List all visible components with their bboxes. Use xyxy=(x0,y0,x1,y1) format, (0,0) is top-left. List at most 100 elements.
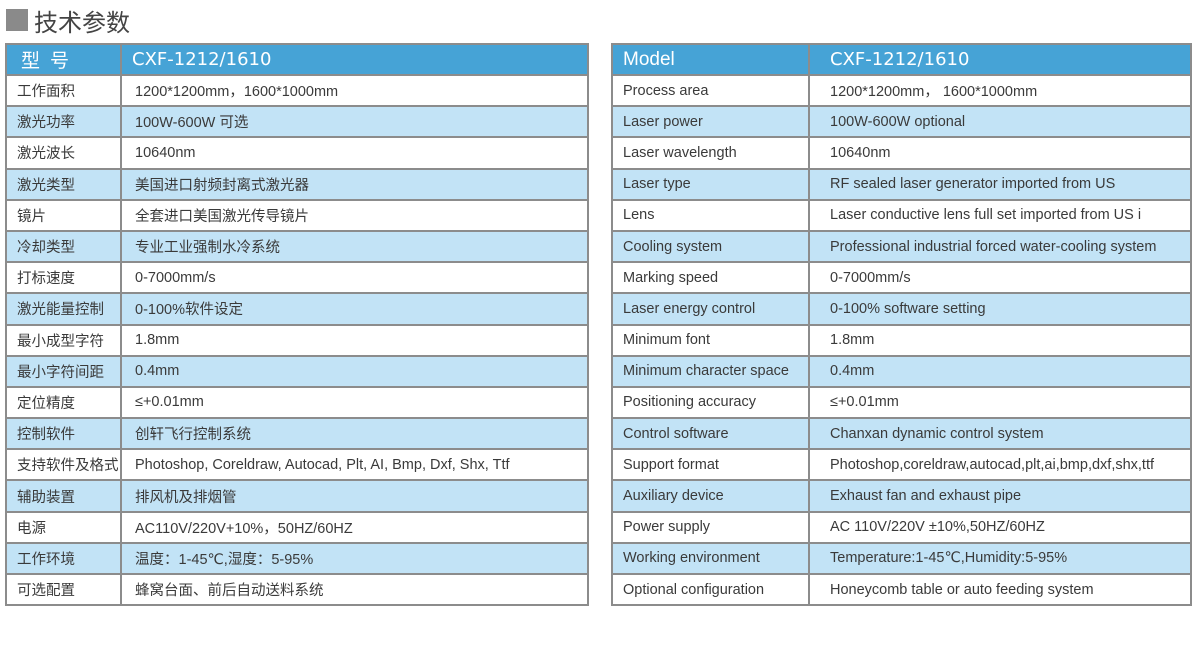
table-row: Control software Chanxan dynamic control … xyxy=(611,417,1192,451)
spec-value: Photoshop,coreldraw,autocad,plt,ai,bmp,d… xyxy=(808,448,1192,482)
table-row: 冷却类型 专业工业强制水冷系统 xyxy=(5,229,589,264)
table-row: 最小成型字符 1.8mm xyxy=(5,323,589,357)
spec-label: Optional configuration xyxy=(611,572,810,607)
spec-label: 激光类型 xyxy=(5,167,122,201)
spec-label: Control software xyxy=(611,417,810,451)
spec-value: 1200*1200mm，1600*1000mm xyxy=(120,73,589,108)
table-row: 打标速度 0-7000mm/s xyxy=(5,261,589,295)
spec-table-chinese: 型号 CXF-1212/1610 工作面积 1200*1200mm，1600*1000… xyxy=(5,43,589,607)
spec-value: 1.8mm xyxy=(120,323,589,357)
table-header-row: Model CXF-1212/1610 xyxy=(611,43,1192,76)
header-label: Model xyxy=(611,43,810,76)
spec-value: RF sealed laser generator imported from … xyxy=(808,167,1192,201)
spec-value: Temperature:1-45℃,Humidity:5-95% xyxy=(808,541,1192,576)
spec-label: 辅助装置 xyxy=(5,479,122,513)
spec-value: 10640nm xyxy=(808,136,1192,170)
spec-value: ≤+0.01mm xyxy=(808,385,1192,420)
table-row: Lens Laser conductive lens full set impor… xyxy=(611,198,1192,232)
spec-label: Laser power xyxy=(611,105,810,139)
spec-value: 100W-600W 可选 xyxy=(120,105,589,139)
spec-label: Laser type xyxy=(611,167,810,201)
spec-value: 0-7000mm/s xyxy=(808,261,1192,295)
spec-label: 激光功率 xyxy=(5,105,122,139)
spec-label: Positioning accuracy xyxy=(611,385,810,420)
spec-value: 1200*1200mm， 1600*1000mm xyxy=(808,73,1192,108)
spec-label: 最小字符间距 xyxy=(5,354,122,388)
header-label: 型号 xyxy=(5,43,122,76)
table-row: Minimum character space 0.4mm xyxy=(611,354,1192,388)
spec-value: 0.4mm xyxy=(120,354,589,388)
spec-value: 全套进口美国激光传导镜片 xyxy=(120,198,589,232)
spec-value: 美国进口射频封离式激光器 xyxy=(120,167,589,201)
table-row: Positioning accuracy ≤+0.01mm xyxy=(611,385,1192,420)
table-row: 定位精度 ≤+0.01mm xyxy=(5,385,589,420)
spec-value: Chanxan dynamic control system xyxy=(808,417,1192,451)
spec-value: Photoshop, Coreldraw, Autocad, Plt, AI, … xyxy=(120,448,589,482)
spec-label: 激光波长 xyxy=(5,136,122,170)
spec-value: 0-100% software setting xyxy=(808,292,1192,326)
table-row: Laser type RF sealed laser generator impo… xyxy=(611,167,1192,201)
spec-value: 排风机及排烟管 xyxy=(120,479,589,513)
spec-label: Minimum font xyxy=(611,323,810,357)
table-row: Working environment Temperature:1-45℃,Hum… xyxy=(611,541,1192,576)
spec-value: 蜂窝台面、前后自动送料系统 xyxy=(120,572,589,607)
table-row: 工作面积 1200*1200mm，1600*1000mm xyxy=(5,73,589,108)
spec-label: Marking speed xyxy=(611,261,810,295)
spec-label: Lens xyxy=(611,198,810,232)
spec-value: AC 110V/220V ±10%,50HZ/60HZ xyxy=(808,510,1192,544)
table-row: Laser energy control 0-100% software sett… xyxy=(611,292,1192,326)
spec-value: 创轩飞行控制系统 xyxy=(120,417,589,451)
spec-value: 1.8mm xyxy=(808,323,1192,357)
table-header-row: 型号 CXF-1212/1610 xyxy=(5,43,589,76)
spec-table-english: Model CXF-1212/1610 Process area 1200*1200m… xyxy=(611,43,1192,607)
spec-label: Laser wavelength xyxy=(611,136,810,170)
spec-label: 电源 xyxy=(5,510,122,544)
spec-label: 激光能量控制 xyxy=(5,292,122,326)
table-row: 支持软件及格式 Photoshop, Coreldraw, Autocad, Pl… xyxy=(5,448,589,482)
spec-label: Cooling system xyxy=(611,229,810,264)
spec-label: Laser energy control xyxy=(611,292,810,326)
table-row: 可选配置 蜂窝台面、前后自动送料系统 xyxy=(5,572,589,607)
table-row: Laser wavelength 10640nm xyxy=(611,136,1192,170)
table-row: Power supply AC 110V/220V ±10%,50HZ/60HZ xyxy=(611,510,1192,544)
spec-value: Honeycomb table or auto feeding system xyxy=(808,572,1192,607)
spec-value: Exhaust fan and exhaust pipe xyxy=(808,479,1192,513)
spec-label: 最小成型字符 xyxy=(5,323,122,357)
spec-label: 冷却类型 xyxy=(5,229,122,264)
table-row: 镜片 全套进口美国激光传导镜片 xyxy=(5,198,589,232)
section-title-text: 技术参数 xyxy=(34,8,130,37)
spec-label: Process area xyxy=(611,73,810,108)
spec-label: 工作面积 xyxy=(5,73,122,108)
table-row: 电源 AC110V/220V+10%，50HZ/60HZ xyxy=(5,510,589,544)
spec-label: Auxiliary device xyxy=(611,479,810,513)
spec-value: 专业工业强制水冷系统 xyxy=(120,229,589,264)
spec-label: Power supply xyxy=(611,510,810,544)
table-row: 激光类型 美国进口射频封离式激光器 xyxy=(5,167,589,201)
spec-value: 10640nm xyxy=(120,136,589,170)
table-row: Marking speed 0-7000mm/s xyxy=(611,261,1192,295)
spec-value: 0-100%软件设定 xyxy=(120,292,589,326)
table-row: Process area 1200*1200mm， 1600*1000mm xyxy=(611,73,1192,108)
spec-label: 支持软件及格式 xyxy=(5,448,122,482)
spec-label: Working environment xyxy=(611,541,810,576)
square-bullet-icon xyxy=(6,9,28,31)
spec-value: 100W-600W optional xyxy=(808,105,1192,139)
table-row: Support format Photoshop,coreldraw,autoca… xyxy=(611,448,1192,482)
spec-label: 镜片 xyxy=(5,198,122,232)
spec-label: Support format xyxy=(611,448,810,482)
table-row: Laser power 100W-600W optional xyxy=(611,105,1192,139)
spec-value: 0.4mm xyxy=(808,354,1192,388)
table-row: 辅助装置 排风机及排烟管 xyxy=(5,479,589,513)
spec-value: AC110V/220V+10%，50HZ/60HZ xyxy=(120,510,589,544)
section-title: 技术参数 xyxy=(6,4,130,37)
spec-label: 可选配置 xyxy=(5,572,122,607)
header-model: CXF-1212/1610 xyxy=(808,43,1192,76)
spec-label: 工作环境 xyxy=(5,541,122,576)
spec-label: 打标速度 xyxy=(5,261,122,295)
table-row: 激光波长 10640nm xyxy=(5,136,589,170)
spec-value: 0-7000mm/s xyxy=(120,261,589,295)
table-row: Minimum font 1.8mm xyxy=(611,323,1192,357)
spec-label: 定位精度 xyxy=(5,385,122,420)
table-row: 工作环境 温度：1-45℃,湿度：5-95% xyxy=(5,541,589,576)
table-row: 控制软件 创轩飞行控制系统 xyxy=(5,417,589,451)
